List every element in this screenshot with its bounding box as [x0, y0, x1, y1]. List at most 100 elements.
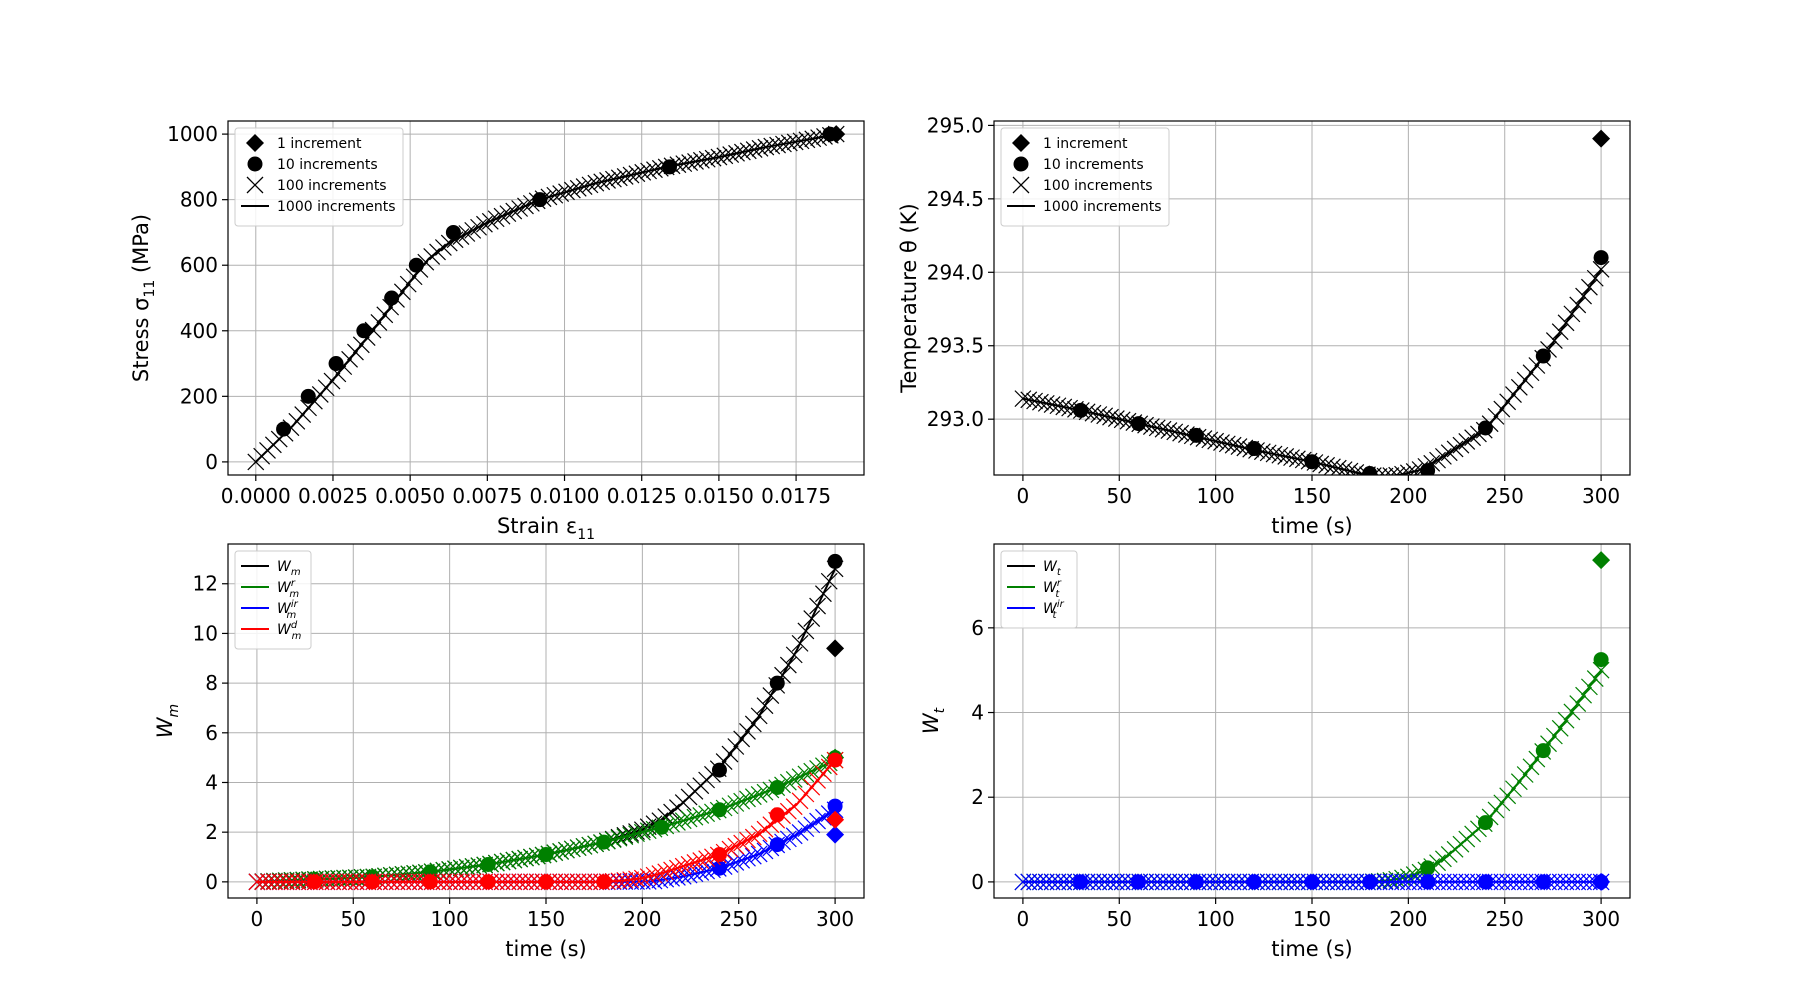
- y-tick-label: 294.5: [927, 187, 984, 211]
- x-tick-label: 50: [341, 907, 366, 931]
- circle-marker: [1535, 743, 1551, 759]
- series-0: [247, 125, 846, 471]
- diamond-marker: [826, 810, 845, 829]
- legend-box: [1000, 550, 1078, 629]
- x-tick-label: 150: [1293, 907, 1331, 931]
- circle-marker: [1131, 416, 1147, 432]
- legend-label: Wr m: [277, 578, 299, 600]
- plot-area: [1014, 551, 1611, 891]
- circle-marker: [1188, 874, 1204, 890]
- circle-marker: [769, 675, 785, 691]
- y-tick-label: 800: [180, 188, 218, 212]
- circle-marker: [1477, 874, 1493, 890]
- circle-marker: [769, 807, 785, 823]
- circle-marker: [538, 847, 554, 863]
- circle-marker: [711, 847, 727, 863]
- circle-marker: [711, 802, 727, 818]
- x-tick-label: 0.0150: [684, 484, 754, 508]
- legend-label: 100 increments: [1043, 178, 1153, 194]
- legend-item: Wt: [1007, 559, 1062, 578]
- x-tick-label: 200: [623, 907, 661, 931]
- y-tick-label: 0: [971, 870, 984, 894]
- legend-item: 1 increment: [246, 134, 362, 152]
- x-axis-label: time (s): [505, 937, 586, 961]
- legend-box: [234, 127, 404, 227]
- circle-marker: [1477, 420, 1493, 436]
- circle-marker: [532, 192, 548, 208]
- circle-marker: [276, 421, 292, 437]
- legend-label: Wir m: [277, 599, 299, 621]
- x-marker: [1382, 467, 1400, 475]
- x-axis-label: Strain ε11: [497, 514, 595, 543]
- legend-box: [1000, 127, 1170, 227]
- legend-label: Wt: [1043, 559, 1062, 578]
- circle-marker: [1593, 652, 1609, 668]
- x-tick-label: 100: [1197, 484, 1235, 508]
- circle-marker: [300, 388, 316, 404]
- circle-marker: [1246, 874, 1262, 890]
- y-tick-label: 12: [193, 572, 218, 596]
- legend-label: 10 increments: [1043, 157, 1144, 173]
- x-tick-label: 0: [1017, 484, 1030, 508]
- series-3: [248, 751, 845, 891]
- circle-marker: [654, 819, 670, 835]
- circle-marker: [661, 159, 677, 175]
- y-tick-label: 2: [205, 820, 218, 844]
- legend: 1 increment 10 increments 100 increments 10…: [1000, 127, 1170, 227]
- circle-marker: [1535, 874, 1551, 890]
- ticks: 0.0000 0.0025 0.0050 0.0075 0.0100 0.0125 0.01…: [167, 122, 831, 508]
- circle-marker: [1362, 874, 1378, 890]
- x-tick-label: 0.0025: [298, 484, 368, 508]
- series-1: [1014, 872, 1611, 891]
- legend-item: Wir m: [241, 599, 299, 621]
- legend-label: 1 increment: [1043, 136, 1128, 152]
- legend-item: 10 increments: [247, 156, 378, 173]
- grid: [228, 121, 864, 475]
- x-tick-label: 0.0100: [530, 484, 600, 508]
- circle-marker: [480, 856, 496, 872]
- legend-label: 1 increment: [277, 136, 362, 152]
- y-tick-label: 600: [180, 253, 218, 277]
- y-tick-label: 2: [971, 785, 984, 809]
- circle-marker: [827, 752, 843, 768]
- circle-marker: [1246, 441, 1262, 457]
- x-tick-label: 150: [527, 907, 565, 931]
- y-tick-label: 400: [180, 319, 218, 343]
- x-tick-label: 0: [251, 907, 264, 931]
- series-0: [1014, 129, 1611, 475]
- circle-marker: [307, 874, 323, 890]
- legend: 1 increment 10 increments 100 increments 10…: [234, 127, 404, 227]
- y-tick-label: 4: [971, 701, 984, 725]
- circle-marker: [1131, 874, 1147, 890]
- legend-item: 1000 increments: [241, 199, 396, 215]
- legend-item: 1 increment: [1012, 134, 1128, 152]
- legend-label: 100 increments: [277, 178, 387, 194]
- y-tick-label: 294.0: [927, 260, 984, 284]
- circle-marker: [1420, 860, 1436, 876]
- circle-marker: [538, 874, 554, 890]
- x-tick-label: 300: [1582, 907, 1620, 931]
- legend-label: 1000 increments: [277, 199, 396, 215]
- legend-item: Wm: [241, 559, 301, 578]
- x-tick-label: 300: [1582, 484, 1620, 508]
- legend-item: Wr t: [1007, 578, 1062, 600]
- circle-marker: [1420, 463, 1436, 475]
- diamond-marker: [1592, 129, 1611, 148]
- x-tick-label: 0.0075: [452, 484, 522, 508]
- x-tick-label: 0.0050: [375, 484, 445, 508]
- series-line: [1022, 268, 1602, 475]
- x-tick-label: 100: [431, 907, 469, 931]
- y-tick-label: 293.0: [927, 407, 984, 431]
- ticks: 0 50 100 150 200 250 300 0 2 4 6: [971, 616, 1620, 931]
- legend-label: Wr t: [1043, 578, 1062, 600]
- legend-item: 100 increments: [1012, 176, 1153, 194]
- x-tick-label: 150: [1293, 484, 1331, 508]
- legend-box: [234, 550, 312, 650]
- x-tick-label: 50: [1107, 907, 1132, 931]
- circle-marker: [827, 798, 843, 814]
- circle-marker: [1420, 874, 1436, 890]
- circle-marker: [1073, 402, 1089, 418]
